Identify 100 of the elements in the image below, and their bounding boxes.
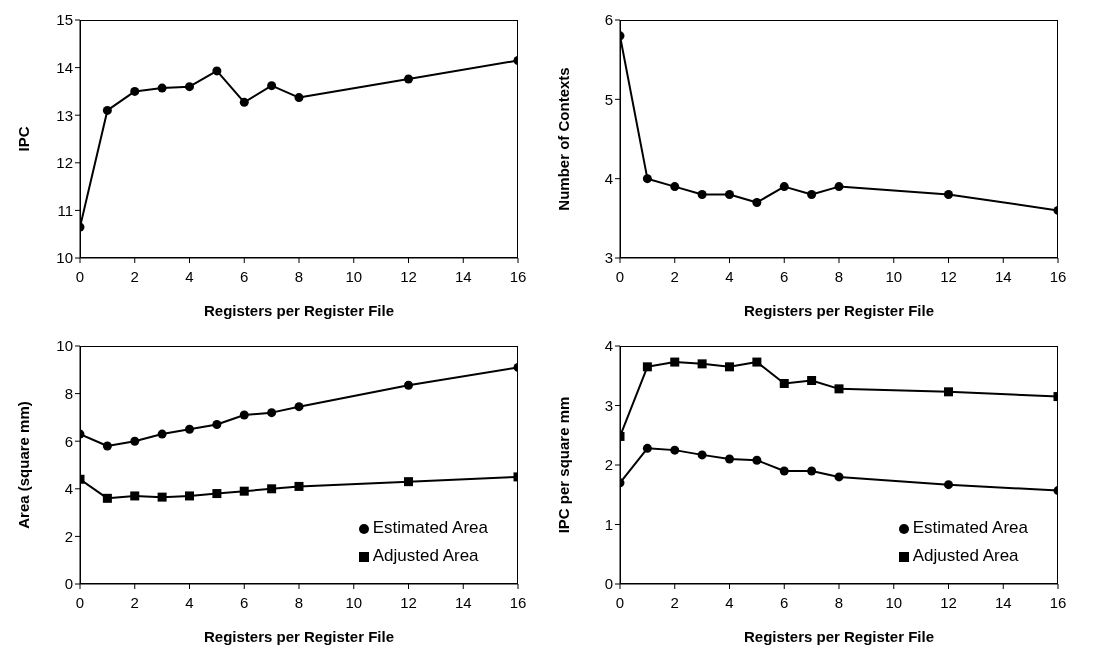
point (404, 477, 413, 487)
x-tick-label: 14 (454, 267, 472, 285)
point (239, 97, 249, 107)
x-tick-label: 0 (615, 267, 625, 285)
x-tick-label: 4 (725, 593, 734, 611)
x-axis-title: Registers per Register File (743, 628, 935, 645)
x-tick-label: 10 (345, 593, 363, 611)
point (944, 480, 953, 490)
x-axis-title: Registers per Register File (743, 302, 935, 319)
y-tick-label: 10 (56, 337, 73, 355)
point (404, 380, 413, 390)
x-tick-label: 12 (400, 593, 417, 611)
point (752, 197, 762, 207)
y-tick-label: 4 (604, 169, 613, 187)
point (670, 357, 680, 367)
point (834, 384, 844, 394)
y-tick-label: 10 (56, 249, 73, 267)
point (157, 492, 167, 502)
point (807, 376, 817, 386)
x-tick-label: 0 (75, 593, 85, 611)
point (944, 190, 953, 200)
x-tick-label: 12 (940, 593, 957, 611)
point (102, 441, 112, 451)
x-tick-label: 2 (130, 267, 139, 285)
point (267, 81, 277, 91)
y-tick-label: 2 (604, 456, 613, 474)
point (725, 190, 734, 200)
point (102, 105, 112, 115)
point (130, 491, 140, 501)
x-tick-label: 14 (994, 267, 1012, 285)
x-tick-label: 2 (670, 593, 679, 611)
point (779, 466, 789, 476)
point (294, 481, 304, 491)
point (102, 493, 112, 503)
x-tick-label: 10 (885, 267, 903, 285)
x-axis-title: Registers per Register File (203, 302, 395, 319)
point (779, 378, 789, 388)
point (670, 445, 680, 455)
point (725, 362, 734, 372)
y-tick-label: 0 (64, 575, 73, 593)
y-axis-title: IPC (15, 126, 33, 152)
legend-label: Adjusted Area (912, 546, 1019, 565)
x-tick-label: 8 (834, 593, 844, 611)
y-tick-label: 6 (64, 432, 73, 450)
point (267, 408, 277, 418)
x-tick-label: 6 (780, 593, 789, 611)
y-tick-label: 11 (57, 201, 73, 219)
point (807, 190, 817, 200)
y-tick-label: 4 (64, 480, 73, 498)
point (212, 420, 222, 430)
point (157, 83, 167, 93)
point (642, 443, 652, 453)
point (185, 82, 194, 92)
point (239, 410, 249, 420)
point (130, 436, 140, 446)
x-tick-label: 16 (509, 593, 527, 611)
x-tick-label: 10 (885, 593, 903, 611)
point (697, 190, 707, 200)
x-tick-label: 4 (725, 267, 734, 285)
x-axis-title: Registers per Register File (203, 628, 395, 645)
x-tick-label: 8 (834, 267, 844, 285)
x-tick-label: 0 (75, 267, 85, 285)
x-tick-label: 16 (1049, 267, 1067, 285)
point (294, 402, 304, 412)
y-axis-title: Number of Contexts (555, 67, 573, 211)
legend-label: Estimated Area (912, 518, 1028, 537)
y-axis-title: Area (square mm) (15, 401, 33, 529)
y-tick-label: 5 (604, 90, 613, 108)
point (404, 74, 413, 84)
point (239, 486, 249, 496)
y-tick-label: 2 (64, 527, 73, 545)
x-tick-label: 8 (294, 267, 304, 285)
point (267, 484, 277, 494)
point (157, 429, 167, 439)
point (212, 489, 222, 499)
point (185, 424, 194, 434)
point (294, 93, 304, 103)
x-tick-label: 2 (670, 267, 679, 285)
point (697, 450, 707, 460)
point (130, 86, 140, 96)
x-tick-label: 6 (780, 267, 789, 285)
point (807, 466, 817, 476)
point (642, 174, 652, 184)
x-tick-label: 14 (994, 593, 1012, 611)
point (670, 182, 680, 192)
x-tick-label: 4 (185, 593, 194, 611)
y-tick-label: 3 (604, 396, 613, 414)
x-tick-label: 0 (615, 593, 625, 611)
point (697, 359, 707, 369)
point (752, 455, 762, 465)
y-tick-label: 15 (56, 11, 73, 29)
y-tick-label: 6 (604, 11, 613, 29)
y-tick-label: 14 (56, 58, 73, 76)
x-tick-label: 8 (294, 593, 304, 611)
point (834, 182, 844, 192)
y-tick-label: 1 (604, 515, 613, 533)
y-tick-label: 13 (56, 106, 73, 124)
point (725, 454, 734, 464)
x-tick-label: 2 (130, 593, 139, 611)
x-tick-label: 14 (454, 593, 472, 611)
